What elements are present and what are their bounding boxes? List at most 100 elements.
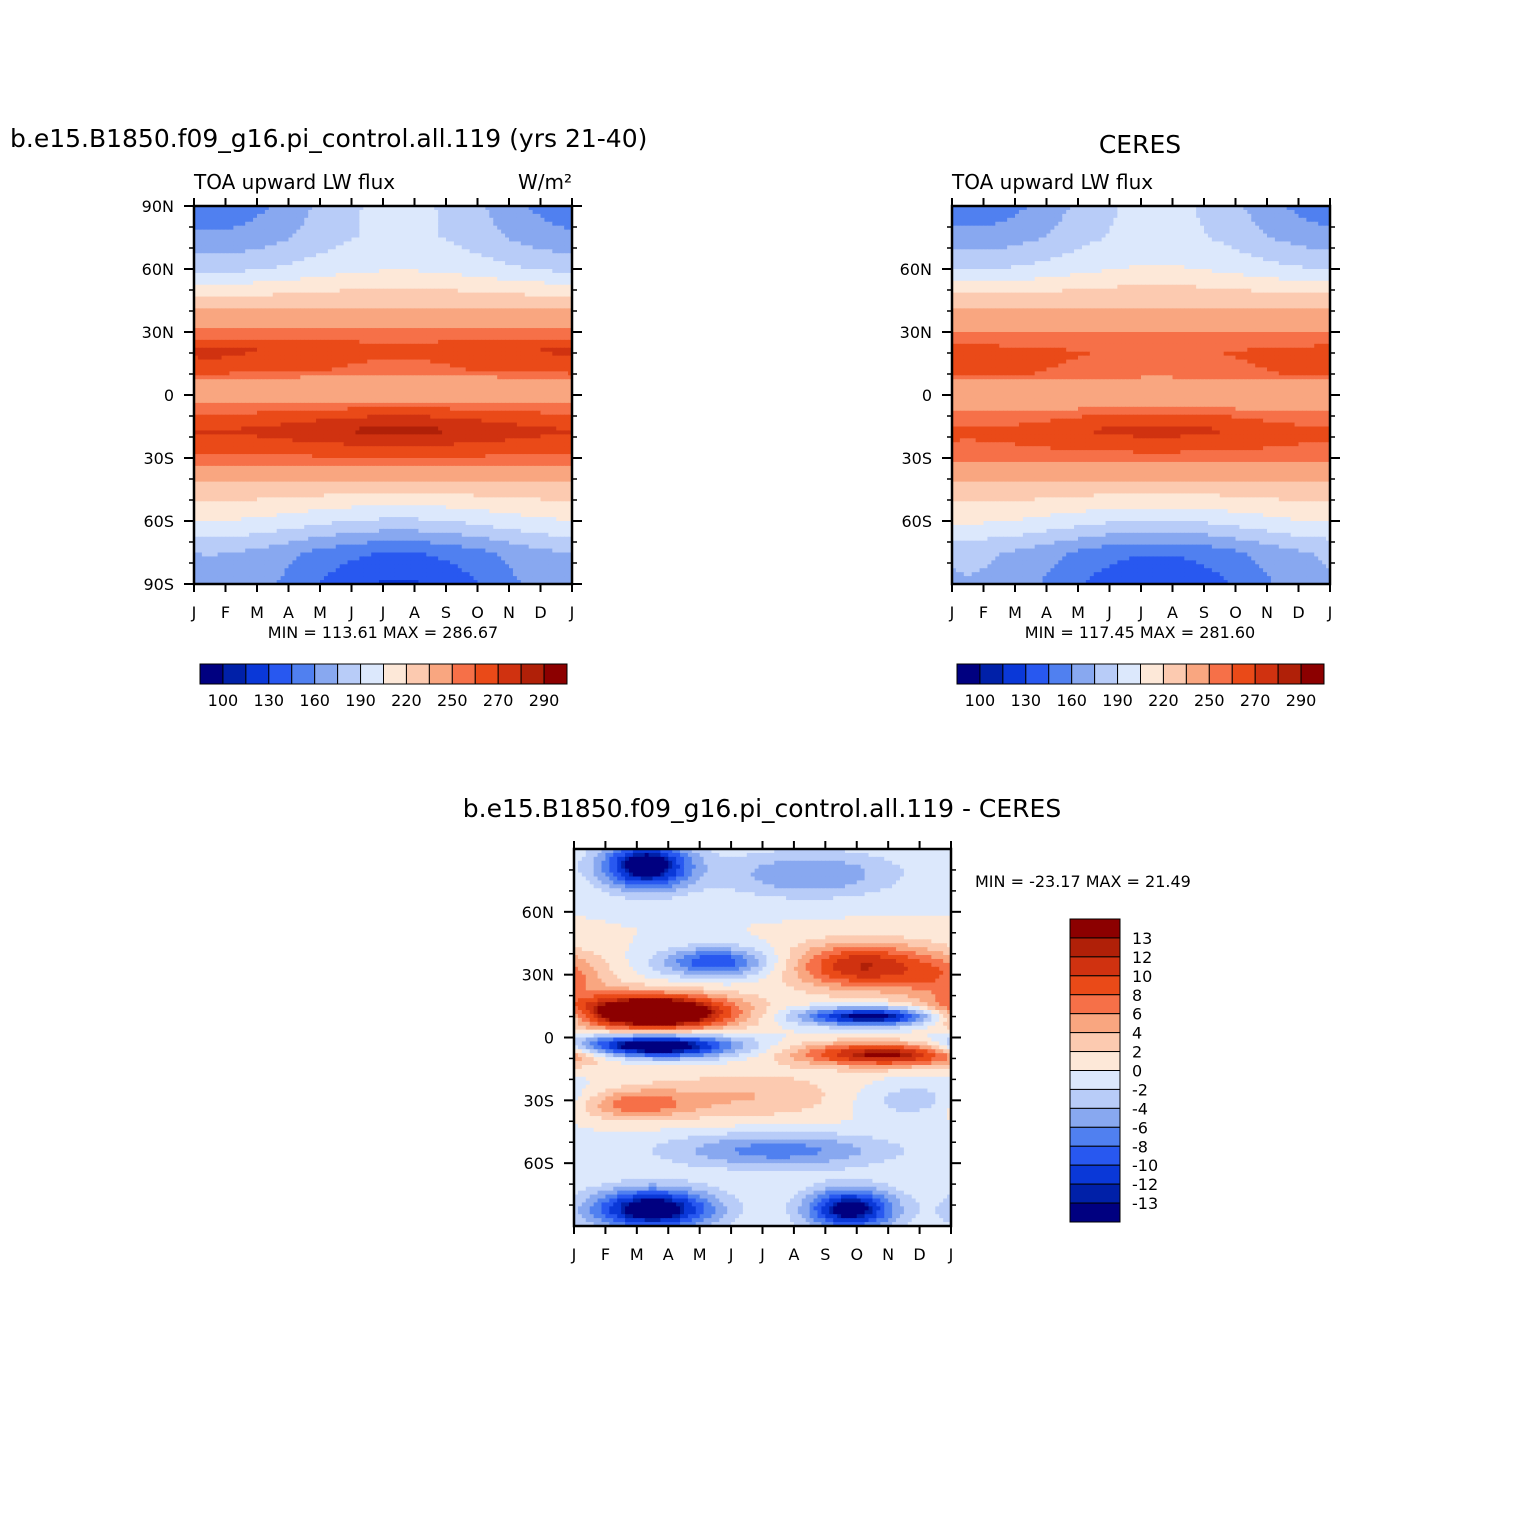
field-cell	[536, 221, 542, 227]
field-cell	[284, 398, 290, 404]
field-cell	[497, 272, 502, 278]
field-cell	[493, 355, 498, 361]
field-cell	[426, 391, 431, 396]
field-cell	[300, 328, 305, 333]
field-cell	[229, 375, 234, 380]
field-cell	[556, 253, 561, 258]
field-cell	[564, 292, 569, 298]
field-cell	[505, 261, 510, 266]
field-cell	[217, 292, 223, 298]
field-cell	[217, 355, 223, 361]
field-cell	[414, 292, 420, 298]
field-cell	[383, 276, 388, 282]
field-cell	[469, 300, 475, 306]
field-cell	[312, 296, 317, 302]
field-cell	[438, 269, 443, 274]
field-cell	[414, 296, 420, 302]
field-cell	[556, 379, 561, 384]
field-cell	[414, 391, 420, 396]
field-cell	[272, 221, 278, 227]
field-cell	[461, 237, 467, 243]
field-cell	[359, 328, 364, 333]
field-cell	[449, 304, 455, 309]
field-cell	[414, 233, 420, 239]
field-cell	[493, 276, 498, 282]
field-cell	[414, 395, 420, 400]
field-cell	[304, 253, 309, 258]
field-cell	[442, 398, 447, 404]
field-cell	[406, 406, 412, 412]
field-cell	[544, 387, 549, 392]
field-cell	[288, 343, 294, 349]
field-cell	[406, 335, 412, 341]
field-cell	[272, 249, 278, 254]
field-cell	[469, 347, 475, 353]
field-cell	[528, 276, 534, 282]
field-cell	[379, 398, 384, 404]
field-cell	[288, 402, 294, 408]
field-cell	[469, 280, 475, 286]
field-cell	[233, 363, 238, 369]
field-cell	[512, 280, 518, 286]
field-cell	[379, 379, 384, 384]
field-cell	[390, 292, 396, 298]
field-cell	[544, 261, 549, 266]
field-cell	[410, 280, 416, 286]
field-cell	[323, 237, 329, 243]
field-cell	[473, 367, 479, 372]
field-cell	[394, 209, 400, 215]
field-cell	[461, 383, 467, 388]
field-cell	[320, 351, 325, 357]
field-cell	[509, 347, 514, 353]
field-cell	[288, 383, 294, 388]
field-cell	[477, 261, 483, 266]
field-cell	[544, 363, 549, 369]
field-cell	[430, 296, 435, 302]
field-cell	[544, 280, 549, 286]
field-cell	[394, 284, 400, 290]
field-cell	[457, 292, 463, 298]
field-cell	[493, 237, 498, 243]
field-cell	[201, 272, 207, 278]
field-cell	[194, 367, 199, 372]
field-cell	[422, 257, 427, 262]
field-cell	[509, 316, 514, 321]
field-cell	[197, 375, 203, 380]
field-cell	[532, 332, 538, 337]
field-cell	[512, 272, 518, 278]
field-cell	[386, 272, 392, 278]
field-cell	[524, 269, 530, 274]
field-cell	[355, 367, 360, 372]
field-cell	[449, 217, 455, 223]
field-cell	[568, 320, 572, 325]
field-cell	[532, 395, 538, 400]
field-cell	[410, 383, 416, 388]
field-cell	[221, 280, 227, 286]
field-cell	[327, 391, 333, 396]
field-cell	[453, 332, 459, 337]
field-cell	[217, 375, 223, 380]
field-cell	[304, 351, 309, 357]
field-cell	[375, 217, 380, 223]
field-cell	[520, 233, 526, 239]
field-cell	[363, 383, 368, 388]
field-cell	[205, 269, 211, 274]
field-cell	[568, 328, 572, 333]
field-cell	[438, 217, 443, 223]
field-cell	[524, 324, 530, 329]
field-cell	[367, 206, 372, 211]
field-cell	[292, 363, 297, 369]
field-cell	[288, 296, 294, 302]
field-cell	[473, 206, 479, 211]
field-cell	[418, 335, 423, 341]
field-cell	[241, 391, 246, 396]
field-cell	[260, 391, 266, 396]
field-cell	[316, 217, 321, 223]
field-cell	[288, 355, 294, 361]
field-cell	[296, 217, 301, 223]
field-cell	[347, 328, 353, 333]
field-cell	[461, 284, 467, 290]
field-cell	[363, 320, 368, 325]
field-cell	[233, 229, 238, 235]
field-cell	[300, 406, 305, 412]
